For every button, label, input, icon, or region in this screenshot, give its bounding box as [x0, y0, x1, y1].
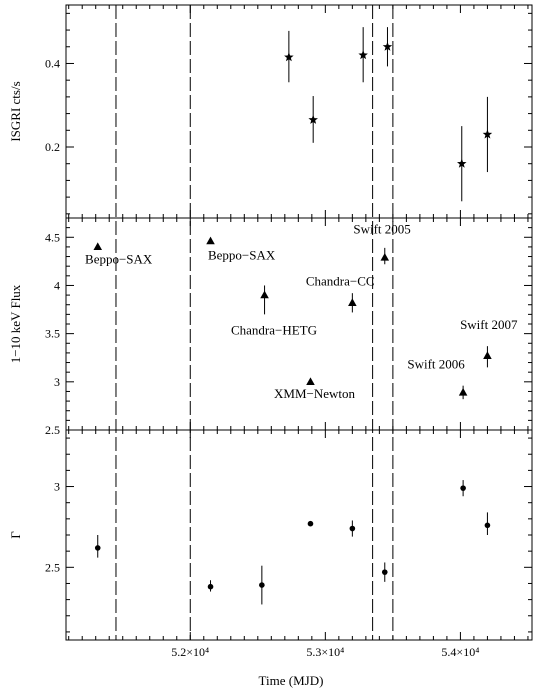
y-axis-label: 1−10 keV Flux: [8, 284, 23, 363]
observation-label: Beppo−SAX: [208, 247, 276, 262]
star-marker: [358, 50, 368, 60]
circle-marker: [94, 545, 101, 551]
triangle-marker: [93, 242, 103, 251]
triangle-marker: [458, 387, 468, 396]
observation-label: Swift 2005: [353, 221, 410, 236]
x-tick-label: 5.2×10⁴: [171, 645, 209, 659]
circle-marker: [259, 582, 265, 588]
star-marker: [308, 114, 318, 124]
star-marker: [457, 158, 467, 168]
star-marker: [284, 52, 294, 62]
triangle-marker: [380, 253, 390, 261]
y-tick-label: 0.4: [45, 56, 60, 70]
triangle-marker: [206, 236, 215, 245]
x-axis-label: Time (MJD): [259, 673, 324, 688]
epoch-dashed-lines: [115, 5, 394, 640]
y-axis-label: Γ: [8, 531, 23, 539]
observation-label: Swift 2006: [407, 356, 465, 371]
circle-marker: [349, 525, 356, 532]
circle-marker: [381, 569, 388, 575]
y-tick-label: 2.5: [45, 423, 60, 437]
observation-label: Swift 2007: [460, 317, 518, 332]
y-tick-label: 3: [54, 375, 60, 389]
circle-marker: [484, 522, 491, 529]
triangle-marker: [483, 351, 492, 359]
star-marker: [482, 129, 493, 139]
triangle-marker: [306, 377, 315, 385]
y-axis-label: ISGRI cts/s: [8, 81, 23, 141]
observation-label: Beppo−SAX: [85, 251, 153, 266]
chart-text: 5.2×10⁴ 5.3×10⁴ 5.4×10⁴ Time (MJD) 0.2 0.4 ISG…: [8, 56, 518, 688]
triangle-marker: [260, 290, 269, 299]
y-tick-label: 0.2: [45, 140, 60, 154]
data-points: [93, 27, 493, 605]
observation-label: XMM−Newton: [274, 386, 355, 401]
y-tick-label: 4: [54, 278, 60, 292]
triangle-marker: [348, 298, 357, 306]
y-tick-label: 3.5: [45, 327, 60, 341]
circle-marker: [460, 485, 466, 491]
observation-label: Chandra−HETG: [231, 323, 317, 338]
y-tick-label: 3: [54, 480, 60, 494]
star-marker: [382, 41, 393, 51]
y-tick-label: 4.5: [45, 230, 60, 244]
x-tick-label: 5.4×10⁴: [441, 645, 479, 659]
panel-frames: [65, 4, 533, 641]
axis-ticks: [66, 5, 532, 640]
x-tick-label: 5.3×10⁴: [306, 645, 344, 659]
circle-marker: [207, 583, 214, 590]
observation-label: Chandra−CC: [306, 273, 375, 288]
plot-frame: [65, 4, 533, 641]
circle-marker: [307, 520, 314, 527]
y-tick-label: 2.5: [45, 560, 60, 574]
